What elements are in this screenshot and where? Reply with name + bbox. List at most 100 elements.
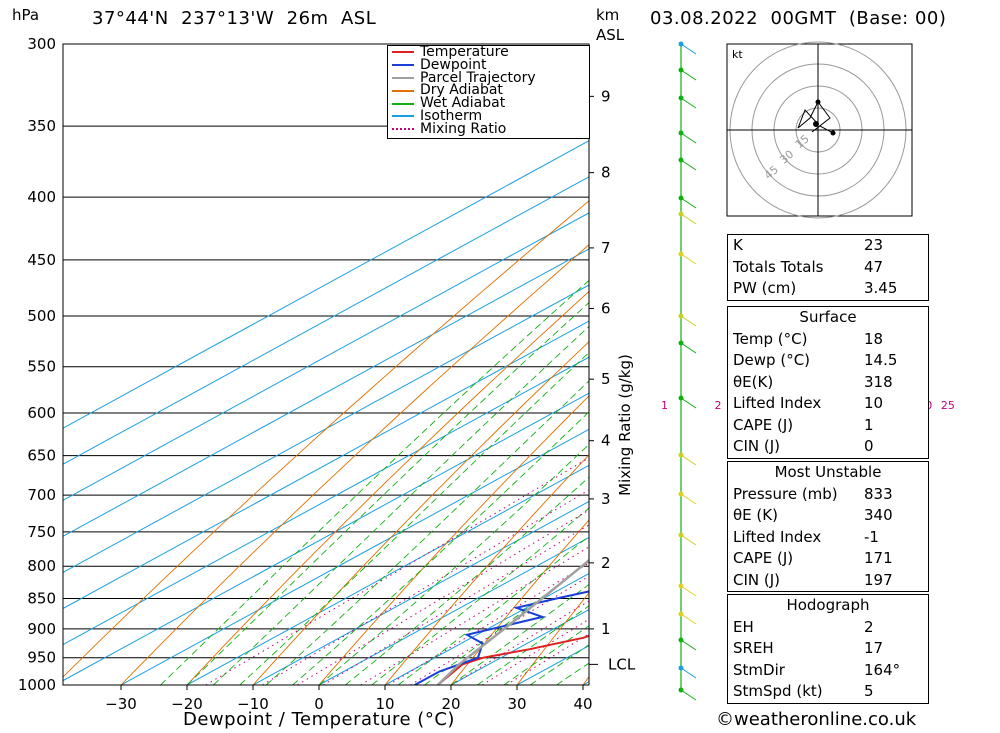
stat-value: 3.45 xyxy=(864,279,898,297)
stat-row: Dewp (°C) 14.5 xyxy=(728,350,928,372)
stat-label: Pressure (mb) xyxy=(733,484,838,503)
most-unstable-title: Most Unstable xyxy=(774,463,882,481)
stat-value: 5 xyxy=(864,682,874,700)
isotherm-line xyxy=(63,248,589,537)
stat-label: K xyxy=(733,236,743,254)
dry-adiabat-line xyxy=(186,290,589,685)
wind-barb-icon xyxy=(680,534,697,546)
stat-value: 14.5 xyxy=(864,351,898,369)
isotherm-line xyxy=(63,176,589,465)
stat-row: Lifted Index 10 xyxy=(728,393,928,415)
stat-label: EH xyxy=(733,617,754,636)
pressure-tick-label: 1000 xyxy=(18,676,56,694)
mixing-ratio-tick-label: 1 xyxy=(661,399,668,412)
stat-row: Temp (°C) 18 xyxy=(728,329,928,351)
km-tick-label: 3 xyxy=(601,490,611,508)
x-tick-label: 0 xyxy=(314,695,324,713)
valid-datetime: 03.08.2022 00GMT (Base: 00) xyxy=(650,8,947,29)
pressure-tick-label: 500 xyxy=(27,307,56,325)
stat-label: CAPE (J) xyxy=(733,415,794,434)
legend-label: Mixing Ratio xyxy=(420,120,507,137)
x-tick-label: 30 xyxy=(507,695,526,713)
wind-barb-icon xyxy=(680,159,697,171)
pressure-tick-label: 950 xyxy=(27,649,56,667)
parcel-trajectory-line xyxy=(436,558,589,685)
wind-barb-icon xyxy=(680,132,697,144)
stat-label: Dewp (°C) xyxy=(733,351,811,369)
stat-row: CAPE (J) 1 xyxy=(728,415,928,437)
pressure-tick-label: 750 xyxy=(27,523,56,541)
stat-row: K 23 xyxy=(728,235,928,257)
stat-row: CIN (J) 0 xyxy=(728,436,928,458)
legend-item: Dewpoint xyxy=(388,58,589,72)
stat-value: 23 xyxy=(864,236,884,254)
most-unstable-panel: Most Unstable Pressure (mb) 833 θE (K) 340 L… xyxy=(727,461,929,592)
wet-adiabat-line xyxy=(239,351,589,685)
wind-barb-icon xyxy=(680,639,697,651)
mixing-ratio-line xyxy=(262,489,589,685)
temperature-line xyxy=(437,634,589,685)
stat-value: 10 xyxy=(864,394,884,412)
dry-adiabat-line xyxy=(63,200,589,678)
stat-label: θE (K) xyxy=(733,506,778,524)
stat-value: 340 xyxy=(864,506,893,524)
isotherm-line xyxy=(63,356,589,646)
legend-swatch xyxy=(392,51,414,54)
km-tick-label: 9 xyxy=(601,87,611,105)
stat-row: Pressure (mb) 833 xyxy=(728,484,928,506)
legend-item: Temperature xyxy=(388,44,589,60)
wind-barb-icon xyxy=(680,689,697,701)
wet-adiabat-line xyxy=(345,476,589,685)
index-panel: K 23 Totals Totals 47 PW (cm) 3.45 xyxy=(727,234,929,301)
stat-label: Temp (°C) xyxy=(733,329,808,348)
isotherm-line xyxy=(63,140,589,429)
wind-barb-icon xyxy=(680,213,697,225)
mixing-ratio-tick-label: 25 xyxy=(941,399,955,412)
stat-label: CAPE (J) xyxy=(733,549,794,567)
legend: Temperature Dewpoint Parcel Trajectory Dry … xyxy=(387,45,590,139)
stat-value: 17 xyxy=(864,639,884,657)
stat-row: CAPE (J) 171 xyxy=(728,548,928,570)
wind-barb-icon xyxy=(680,397,697,409)
pressure-tick-label: 800 xyxy=(27,557,56,575)
stat-value: 18 xyxy=(864,329,884,348)
mixing-ratio-tick-label: 2 xyxy=(714,399,721,412)
legend-label: Wet Adiabat xyxy=(420,95,506,112)
hodograph-title: Hodograph xyxy=(786,596,870,614)
wet-adiabat-line xyxy=(450,583,589,685)
stat-value: 47 xyxy=(864,257,884,276)
isotherm-line xyxy=(384,572,589,685)
mixing-ratio-axis-label: Mixing Ratio (g/kg) xyxy=(616,354,634,496)
x-tick-label: 10 xyxy=(375,695,394,713)
legend-label: Parcel Trajectory xyxy=(420,69,536,86)
wet-adiabat-line xyxy=(318,443,589,685)
stat-row: StmSpd (kt) 5 xyxy=(728,681,928,703)
legend-label: Temperature xyxy=(420,44,509,60)
dry-adiabat-line xyxy=(120,244,589,685)
wind-barb-icon xyxy=(680,315,697,327)
pressure-tick-label: 600 xyxy=(27,404,56,422)
hpa-unit: hPa xyxy=(12,6,40,24)
dry-adiabat-line xyxy=(516,592,589,685)
pressure-tick-label: 550 xyxy=(27,358,56,376)
station-location: 37°44'N 237°13'W 26m ASL xyxy=(92,8,377,29)
isotherm-line xyxy=(63,284,589,574)
plot-frame xyxy=(62,43,590,686)
site-credit: ©weatheronline.co.uk xyxy=(716,709,917,730)
legend-item: Parcel Trajectory xyxy=(388,69,589,86)
stat-row: CIN (J) 197 xyxy=(728,570,928,592)
x-tick-label: 40 xyxy=(573,695,592,713)
legend-label: Isotherm xyxy=(420,107,483,124)
stat-label: StmSpd (kt) xyxy=(733,682,823,700)
stat-value: -1 xyxy=(864,527,879,546)
surface-panel: Surface Temp (°C) 18 Dewp (°C) 14.5 θE(K) 318… xyxy=(727,306,929,459)
stat-row: SREH 17 xyxy=(728,638,928,660)
x-tick-label: −30 xyxy=(105,695,137,713)
pressure-tick-label: 450 xyxy=(27,251,56,269)
wet-adiabat-line xyxy=(477,605,589,685)
stat-label: StmDir xyxy=(733,660,785,679)
legend-swatch xyxy=(392,128,414,131)
lcl-label: LCL xyxy=(608,655,636,673)
stat-label: Lifted Index xyxy=(733,527,822,546)
legend-item: Dry Adiabat xyxy=(388,84,589,97)
